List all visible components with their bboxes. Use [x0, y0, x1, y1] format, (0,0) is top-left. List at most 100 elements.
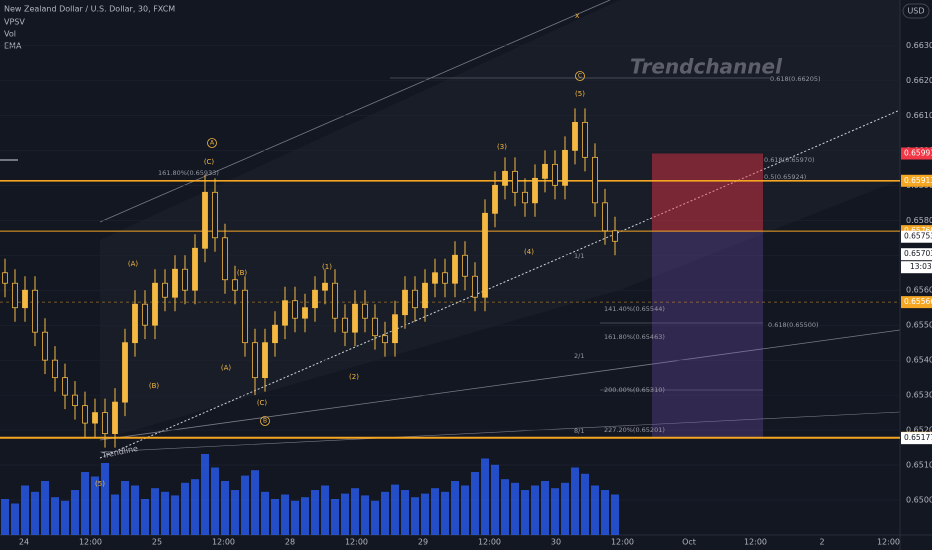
volume-bar — [221, 481, 229, 535]
candle-body — [172, 268, 178, 298]
volume-bar — [61, 500, 69, 535]
candle-body — [512, 170, 518, 193]
x-tick-label: 25 — [152, 538, 162, 547]
volume-bar — [351, 488, 359, 535]
candle-body — [12, 282, 18, 309]
wave-circle — [260, 416, 270, 426]
candle-body — [612, 230, 618, 242]
candle-body — [52, 359, 58, 379]
annotation: 8/1 — [574, 427, 584, 435]
candle-body — [222, 237, 228, 281]
price-tag-label: 0.65566 — [904, 297, 932, 306]
volume-bar — [141, 499, 149, 535]
candle-body — [452, 254, 458, 284]
volume-bar — [551, 488, 559, 535]
volume-bar — [91, 476, 99, 535]
candle-body — [462, 254, 468, 277]
volume-bar — [281, 494, 289, 535]
price-tag — [901, 174, 932, 187]
candle-body — [402, 289, 408, 316]
x-tick-label: 12:00 — [877, 538, 900, 547]
wave-label: B — [263, 418, 267, 425]
volume-bar — [411, 497, 419, 535]
volume-bar — [471, 472, 479, 535]
candle-body — [562, 149, 568, 186]
wave-label: C — [578, 73, 582, 80]
price-tag-label: 0.65913 — [904, 176, 932, 185]
candle-body — [102, 412, 108, 434]
candle-body — [502, 170, 508, 186]
annotation: Trendchannel — [630, 55, 783, 79]
x-tick-label: 30 — [551, 538, 561, 547]
currency-button[interactable] — [902, 3, 930, 19]
volume-bar — [391, 484, 399, 535]
annotation: 227.20%(0.65201) — [604, 426, 665, 434]
candle-body — [472, 275, 478, 298]
volume-bar — [241, 475, 249, 535]
candle-body — [162, 282, 168, 298]
volume-bar — [31, 491, 39, 535]
candle-body — [572, 121, 578, 151]
wave-label: (4) — [524, 248, 534, 256]
candle-body — [22, 289, 28, 309]
volume-bar — [561, 482, 569, 535]
volume-bar — [181, 482, 189, 535]
annotation: 0.618(0.65970) — [764, 156, 815, 164]
candle-body — [242, 289, 248, 344]
currency-label[interactable]: USD — [907, 7, 924, 16]
wave-label: (A) — [128, 260, 139, 268]
candle-body — [542, 163, 548, 179]
volume-bar — [431, 488, 439, 535]
price-tag-label: 0.65769 — [904, 226, 932, 235]
volume-bar — [101, 463, 109, 535]
volume-bar — [131, 485, 139, 535]
candle-body — [442, 272, 448, 284]
volume-bar — [531, 485, 539, 535]
candle-body — [42, 331, 48, 361]
candle-body — [272, 324, 278, 344]
price-tag-label: 0.65753 — [904, 232, 932, 241]
candle-body — [202, 191, 208, 249]
candle-body — [182, 268, 188, 291]
price-tag-label: 0.65991 — [904, 149, 932, 158]
volume-bar — [461, 485, 469, 535]
price-tag — [901, 248, 932, 261]
candle-body — [282, 300, 288, 326]
candle-body — [332, 282, 338, 319]
volume-bar — [161, 491, 169, 535]
volume-bar — [11, 503, 19, 535]
candle-body — [492, 184, 498, 214]
volume-bar — [301, 497, 309, 535]
price-tag — [901, 147, 932, 160]
wave-label: (C) — [257, 399, 268, 407]
volume-bar — [501, 479, 509, 535]
candle-body — [192, 247, 198, 291]
volume-bar — [21, 485, 29, 535]
price-tag-label: 0.65703 — [904, 249, 932, 258]
indicator-label: VPSV — [4, 18, 25, 27]
x-tick-label: 12:00 — [345, 538, 368, 547]
wave-circle — [207, 138, 217, 148]
candle-body — [2, 272, 8, 284]
volume-bar — [601, 490, 609, 535]
volume-bar — [521, 490, 529, 535]
annotation: X — [575, 12, 580, 20]
fib-line — [99, 411, 901, 453]
x-tick-label: 12:00 — [478, 538, 501, 547]
x-tick-label: 29 — [418, 538, 428, 547]
wave-label: (B) — [149, 382, 160, 390]
candle-body — [532, 177, 538, 204]
candle-body — [322, 282, 328, 291]
volume-bar — [541, 481, 549, 535]
indicator-label: EMA — [4, 42, 22, 51]
channel-lower — [99, 329, 901, 441]
volume-bar — [231, 490, 239, 535]
volume-bar — [111, 494, 119, 535]
candle-body — [82, 405, 88, 424]
wave-label: (3) — [497, 143, 507, 151]
